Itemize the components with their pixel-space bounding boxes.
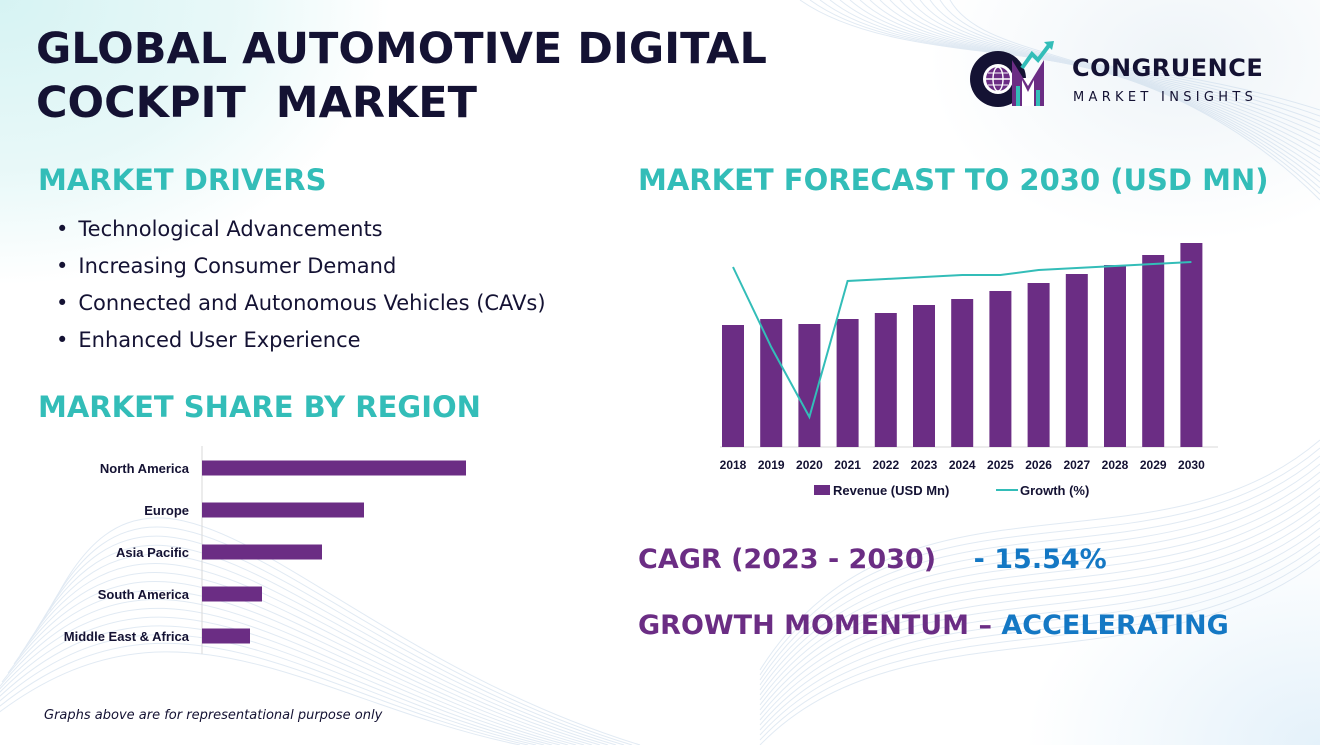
cagr-label: CAGR (2023 - 2030) — [638, 544, 937, 575]
wave-line — [1, 590, 577, 745]
wave-line — [759, 471, 1320, 691]
region-bar — [202, 628, 250, 644]
wave-line — [759, 511, 1320, 716]
year-tick-label: 2018 — [720, 458, 747, 472]
revenue-bar — [836, 319, 859, 447]
market-forecast-heading: MARKET FORECAST TO 2030 (USD MN) — [638, 163, 1269, 197]
revenue-bar — [1065, 274, 1088, 447]
wave-line — [759, 495, 1320, 706]
revenue-bar — [874, 313, 897, 447]
revenue-bar — [951, 299, 974, 447]
wave-line — [31, 544, 617, 745]
legend-growth-label: Growth (%) — [1020, 483, 1089, 498]
wave-line — [759, 551, 1320, 741]
wave-line — [949, 0, 1320, 201]
year-tick-label: 2019 — [758, 458, 785, 472]
year-tick-label: 2025 — [987, 458, 1014, 472]
title-line-2: COCKPIT MARKET — [36, 78, 477, 128]
list-item: Technological Advancements — [56, 214, 546, 251]
wave-line — [759, 439, 1320, 671]
year-tick-label: 2022 — [872, 458, 899, 472]
region-bar — [202, 460, 466, 476]
legend-revenue-swatch — [814, 485, 830, 495]
footnote: Graphs above are for representational pu… — [44, 708, 383, 723]
list-item: Enhanced User Experience — [56, 325, 546, 362]
revenue-bar — [1027, 283, 1050, 447]
year-tick-label: 2030 — [1178, 458, 1205, 472]
wave-line — [759, 447, 1320, 676]
wave-line — [25, 553, 609, 745]
revenue-bar — [1180, 243, 1203, 447]
wave-line — [759, 535, 1320, 731]
logo-brand-name: CONGRUENCE — [1072, 54, 1264, 82]
page-title: GLOBAL AUTOMOTIVE DIGITAL COCKPIT MARKET — [36, 22, 767, 130]
region-label: South America — [98, 587, 190, 602]
revenue-bar — [1104, 265, 1126, 447]
growth-line — [732, 261, 1192, 420]
wave-line — [759, 543, 1320, 736]
region-label: Europe — [144, 503, 189, 518]
wave-line — [759, 527, 1320, 726]
year-tick-label: 2027 — [1063, 458, 1090, 472]
wave-line — [0, 599, 569, 745]
region-bar — [202, 586, 262, 602]
title-line-1: GLOBAL AUTOMOTIVE DIGITAL — [36, 24, 767, 74]
year-tick-label: 2023 — [911, 458, 938, 472]
wave-line — [0, 607, 561, 745]
wave-line — [929, 0, 1320, 189]
logo-mark-icon — [970, 41, 1054, 107]
legend-revenue-label: Revenue (USD Mn) — [833, 483, 949, 498]
wave-line — [759, 463, 1320, 686]
wave-line — [759, 455, 1320, 681]
wave-line — [909, 0, 1320, 177]
wave-line — [7, 581, 585, 745]
list-item: Increasing Consumer Demand — [56, 251, 546, 288]
cagr-value: - 15.54% — [973, 544, 1107, 575]
region-bar — [202, 544, 322, 560]
region-label: Middle East & Africa — [64, 629, 190, 644]
wave-line — [759, 487, 1320, 701]
wave-line — [759, 503, 1320, 711]
logo-tagline: MARKET INSIGHTS — [1073, 90, 1258, 105]
revenue-bar — [913, 305, 935, 447]
market-drivers-heading: MARKET DRIVERS — [38, 163, 327, 197]
market-drivers-list: Technological Advancements Increasing Co… — [56, 214, 546, 362]
revenue-bar — [1142, 255, 1165, 447]
year-tick-label: 2024 — [949, 458, 976, 472]
wave-line — [759, 519, 1320, 721]
market-forecast-chart: 2018 2019 2020 2021 2022 2023 2024 2025 2026 2027… — [720, 243, 1218, 498]
wave-line — [919, 0, 1320, 183]
year-tick-label: 2029 — [1140, 458, 1167, 472]
wave-line — [0, 642, 529, 745]
growth-momentum-stat: GROWTH MOMENTUM – ACCELERATING — [638, 610, 1229, 641]
company-logo: CONGRUENCE MARKET INSIGHTS — [962, 38, 1292, 112]
region-bar — [202, 502, 364, 518]
revenue-bar — [722, 325, 744, 447]
year-tick-label: 2028 — [1102, 458, 1129, 472]
revenue-bar — [989, 291, 1012, 447]
revenue-bar — [760, 319, 783, 447]
revenue-bar — [798, 324, 821, 447]
momentum-label: GROWTH MOMENTUM – — [638, 610, 992, 641]
wave-line — [939, 0, 1320, 195]
momentum-value: ACCELERATING — [1001, 610, 1229, 641]
year-tick-label: 2021 — [834, 458, 861, 472]
wave-line — [0, 634, 537, 745]
wave-line — [759, 559, 1320, 745]
region-label: North America — [100, 461, 190, 476]
year-tick-label: 2026 — [1025, 458, 1052, 472]
year-tick-label: 2020 — [796, 458, 823, 472]
cagr-stat: CAGR (2023 - 2030) - 15.54% — [638, 544, 1107, 575]
list-item: Connected and Autonomous Vehicles (CAVs) — [56, 288, 545, 325]
region-label: Asia Pacific — [116, 545, 189, 560]
market-share-heading: MARKET SHARE BY REGION — [38, 390, 481, 424]
wave-line — [37, 535, 625, 745]
wave-line — [0, 651, 521, 745]
region-share-chart: North America Europe Asia Pacific South Ame… — [64, 446, 466, 654]
wave-line — [759, 479, 1320, 696]
